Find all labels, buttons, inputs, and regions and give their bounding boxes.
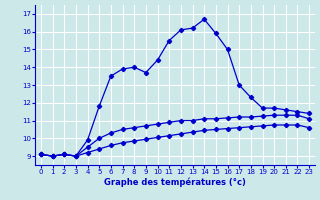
X-axis label: Graphe des températures (°c): Graphe des températures (°c) bbox=[104, 178, 246, 187]
